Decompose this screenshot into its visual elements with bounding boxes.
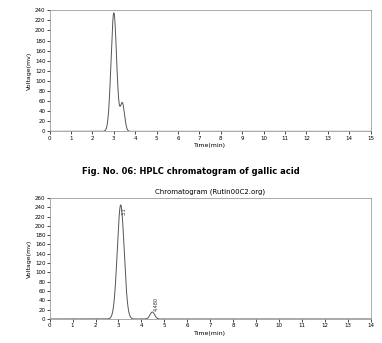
X-axis label: Time(min): Time(min) bbox=[194, 331, 226, 336]
Text: Fig. No. 06: HPLC chromatogram of gallic acid: Fig. No. 06: HPLC chromatogram of gallic… bbox=[82, 167, 300, 176]
Y-axis label: Voltage(mv): Voltage(mv) bbox=[27, 239, 32, 277]
Text: 3.1: 3.1 bbox=[122, 207, 127, 215]
Y-axis label: Voltage(mv): Voltage(mv) bbox=[27, 52, 32, 90]
Text: 4.480: 4.480 bbox=[154, 297, 159, 311]
Title: Chromatogram (Rutin00C2.org): Chromatogram (Rutin00C2.org) bbox=[155, 189, 265, 195]
X-axis label: Time(min): Time(min) bbox=[194, 143, 226, 148]
